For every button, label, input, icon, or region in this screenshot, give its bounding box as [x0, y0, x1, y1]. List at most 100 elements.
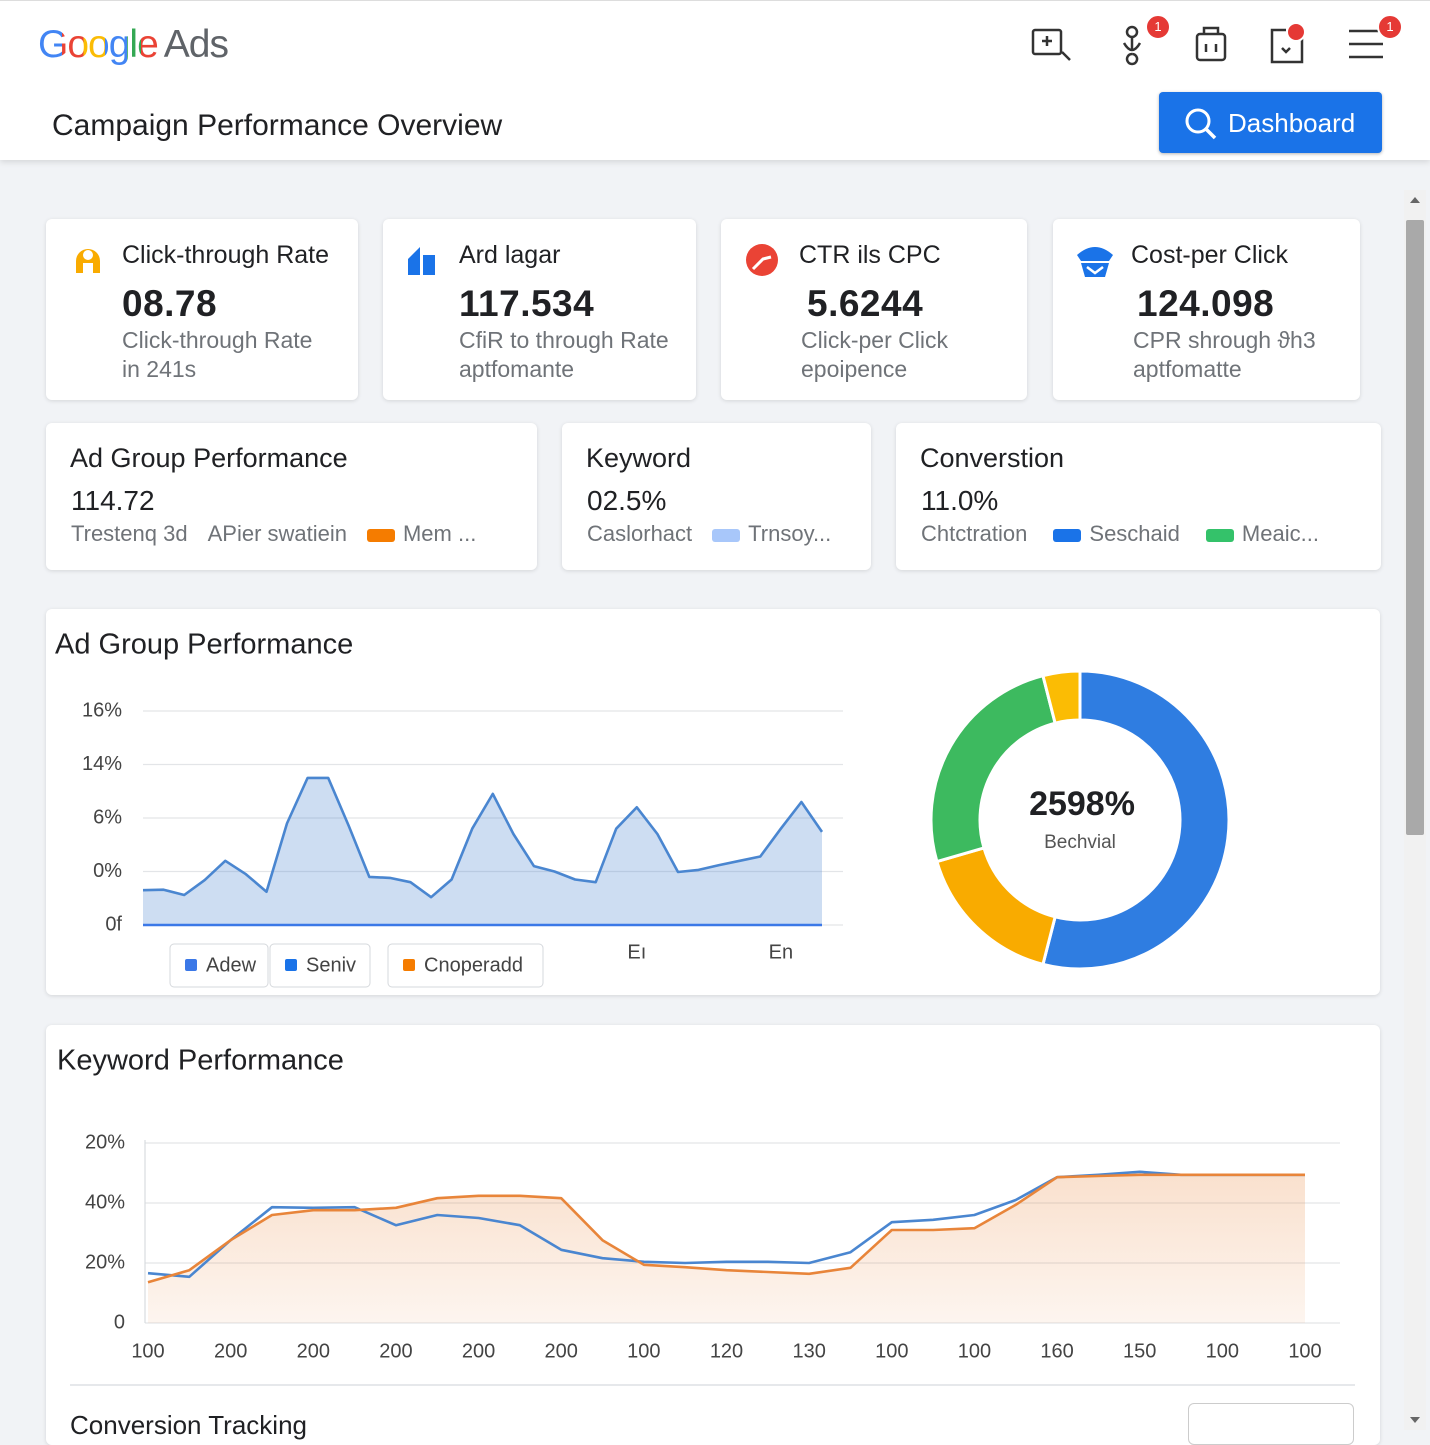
kpi-icon [1077, 247, 1113, 277]
line [142, 776, 824, 899]
line [147, 1173, 1305, 1284]
swatch [366, 528, 395, 542]
toolbar-icons [1031, 22, 1383, 66]
kpi-card[interactable]: Cost-per Click 124.098 CPR shrough ϑh3 a… [1053, 219, 1360, 400]
summary-title: Ad Group Performance [70, 443, 348, 473]
scroll-up[interactable] [1408, 194, 1422, 206]
legend-item: Trnsoy... [712, 521, 831, 547]
y-tick-label: 16% [82, 699, 122, 721]
area [143, 777, 822, 925]
summary-item: Trnsoy... [748, 521, 832, 546]
y-tick-label: 0f [105, 913, 122, 935]
scroll-thumb[interactable] [1406, 220, 1424, 835]
badge: 1 [1145, 14, 1171, 40]
summary-value: 02.5% [587, 485, 667, 516]
summary-item: Trestenq 3d [71, 521, 188, 546]
x-tick-label: 150 [1123, 1340, 1156, 1362]
kpi-card[interactable]: CTR ils CPC 5.6244 Click-per Click epoip… [721, 219, 1027, 400]
kpi-subtitle: in 241s [122, 356, 197, 382]
legend-item: Meaic... [1205, 521, 1319, 547]
legend-box [269, 943, 371, 988]
donut-slice [1041, 669, 1082, 725]
notification-dot [1286, 22, 1306, 42]
legend-item: Seschaid [1053, 521, 1180, 547]
y-tick-label: 14% [82, 753, 122, 775]
x-tick-label: 200 [379, 1340, 412, 1362]
legend-item: Adew [169, 943, 269, 988]
donut-slice [1041, 669, 1231, 971]
search-icon [1185, 108, 1217, 140]
swatch [1205, 528, 1234, 542]
y-tick-label: 6% [93, 806, 122, 828]
logo-text: Google [38, 23, 159, 66]
summary-item: Meaic... [1241, 521, 1319, 546]
swatch [1053, 528, 1082, 542]
x-tick-label: 100 [1288, 1340, 1321, 1362]
summary-title: Converstion [920, 443, 1065, 473]
kpi-subtitle: CfiR to through Rate [459, 327, 669, 353]
x-tick-label: 200 [545, 1340, 578, 1362]
x-tick-label: 200 [297, 1340, 330, 1362]
x-tick-label: 200 [462, 1340, 495, 1362]
donut-slice [929, 673, 1057, 864]
kpi-subtitle: Click-per Click [801, 327, 948, 353]
kpi-value: 124.098 [1137, 283, 1275, 324]
scrollbar[interactable] [1404, 190, 1426, 1430]
scroll-down[interactable] [1408, 1414, 1422, 1426]
summary-items: Trestenq 3d APier swatiein Mem ... [71, 521, 476, 547]
kpi-subtitle: epoipence [801, 356, 908, 382]
legend-swatch [185, 959, 197, 971]
kpi-card[interactable]: Ard lagar 117.534 CfiR to through Rate a… [383, 219, 696, 400]
legend-item: Cnoperadd [387, 943, 544, 988]
kpi-value: 08.78 [122, 283, 218, 324]
summary-card[interactable]: Ad Group Performance 114.72 Trestenq 3d … [46, 423, 537, 570]
y-tick-label: 20% [85, 1131, 125, 1153]
y-tick-label: 40% [85, 1191, 125, 1213]
top-bar: Google Ads 1 1 Campaign Performance Overv… [0, 0, 1430, 160]
x-tick-label: 100 [627, 1340, 660, 1362]
summary-card[interactable]: Keyword 02.5% Caslorhact Trnsoy... [562, 423, 871, 570]
x-tick-label: 100 [131, 1340, 164, 1362]
logo-suffix: Ads [163, 23, 229, 66]
x-tick-label: Eı [627, 941, 646, 963]
legend-swatch [403, 959, 415, 971]
y-tick-label: 0 [114, 1311, 125, 1333]
kpi-card[interactable]: Click-through Rate 08.78 Click-through R… [46, 219, 358, 400]
summary-value: 11.0% [921, 485, 999, 516]
area [148, 1174, 1305, 1323]
kpi-title: CTR ils CPC [799, 241, 941, 269]
donut-center-label: Bechvial [1044, 832, 1116, 853]
dashboard-button[interactable]: Dashboard [1159, 92, 1382, 153]
chart-title: Keyword Performance [57, 1045, 344, 1077]
donut-center-value: 2598% [1029, 785, 1135, 823]
legend-box [169, 943, 269, 988]
legend-box [387, 943, 544, 988]
x-tick-label: En [769, 941, 793, 963]
kpi-title: Cost-per Click [1131, 241, 1288, 269]
summary-item: Chtctration [921, 521, 1028, 546]
legend-item: Mem ... [366, 521, 477, 547]
kpi-icon [746, 244, 778, 276]
summary-title: Keyword [586, 443, 692, 473]
summary-card[interactable]: Converstion 11.0% Chtctration Seschaid M… [896, 423, 1381, 570]
swatch [712, 528, 741, 542]
kpi-subtitle: Click-through Rate [122, 327, 313, 353]
summary-item: APier swatiein [207, 521, 347, 546]
badge: 1 [1377, 14, 1403, 40]
icons[interactable] [1031, 25, 1383, 66]
summary-value: 114.72 [71, 485, 155, 516]
x-tick-label: 160 [1040, 1340, 1073, 1362]
logo[interactable]: Google Ads [38, 23, 229, 67]
page-title: Campaign Performance Overview [52, 109, 503, 142]
y-tick-label: 0% [93, 860, 122, 882]
kpi-title: Click-through Rate [122, 241, 330, 269]
y-tick-label: 20% [85, 1251, 125, 1273]
summary-items: Chtctration Seschaid Meaic... [921, 521, 1319, 547]
donut-slice [935, 846, 1057, 967]
x-tick-label: 200 [214, 1340, 247, 1362]
x-tick-label: 130 [792, 1340, 825, 1362]
line [147, 1170, 1305, 1279]
summary-item: Mem ... [402, 521, 477, 546]
